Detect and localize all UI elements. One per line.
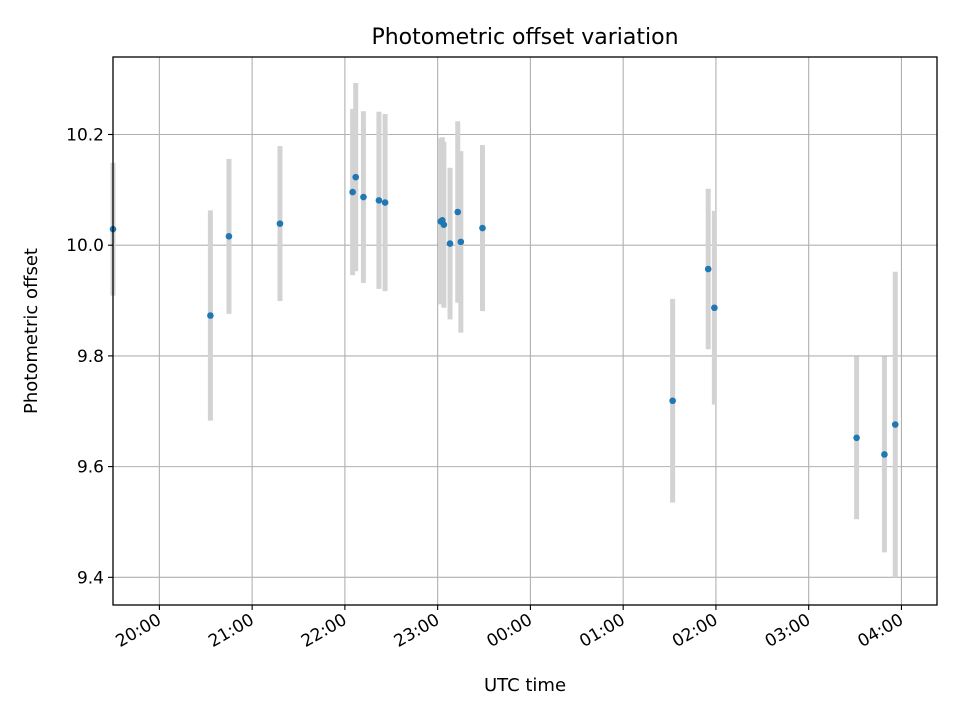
- grid: [113, 57, 937, 605]
- y-axis-label: Photometric offset: [21, 248, 42, 414]
- data-point: [207, 312, 214, 319]
- data-point: [440, 221, 448, 229]
- data-point: [454, 208, 462, 216]
- data-point: [360, 193, 367, 201]
- y-tick-label: 10.0: [66, 236, 104, 256]
- data-points: [109, 173, 899, 458]
- data-point: [375, 197, 383, 204]
- data-point: [704, 265, 712, 273]
- data-point: [349, 188, 356, 196]
- x-axis-label: UTC time: [484, 675, 566, 696]
- y-tick-label: 9.6: [77, 458, 104, 478]
- data-point: [446, 240, 454, 247]
- plot-frame: [112, 56, 938, 606]
- data-point: [352, 173, 360, 181]
- y-axis-ticks: 9.4 9.6 9.8 10.0 10.2: [66, 125, 113, 588]
- data-point: [457, 238, 465, 246]
- data-point: [225, 233, 233, 240]
- y-tick-label: 10.2: [66, 125, 104, 145]
- data-point: [711, 304, 718, 312]
- data-point: [479, 224, 486, 232]
- data-point: [381, 199, 389, 206]
- data-point: [881, 451, 888, 458]
- data-point: [669, 397, 676, 405]
- data-point: [891, 421, 899, 428]
- chart-title: Photometric offset variation: [371, 25, 678, 50]
- data-point: [853, 434, 860, 442]
- y-tick-label: 9.4: [77, 568, 104, 588]
- y-tick-label: 9.8: [77, 347, 104, 367]
- data-point: [276, 220, 284, 227]
